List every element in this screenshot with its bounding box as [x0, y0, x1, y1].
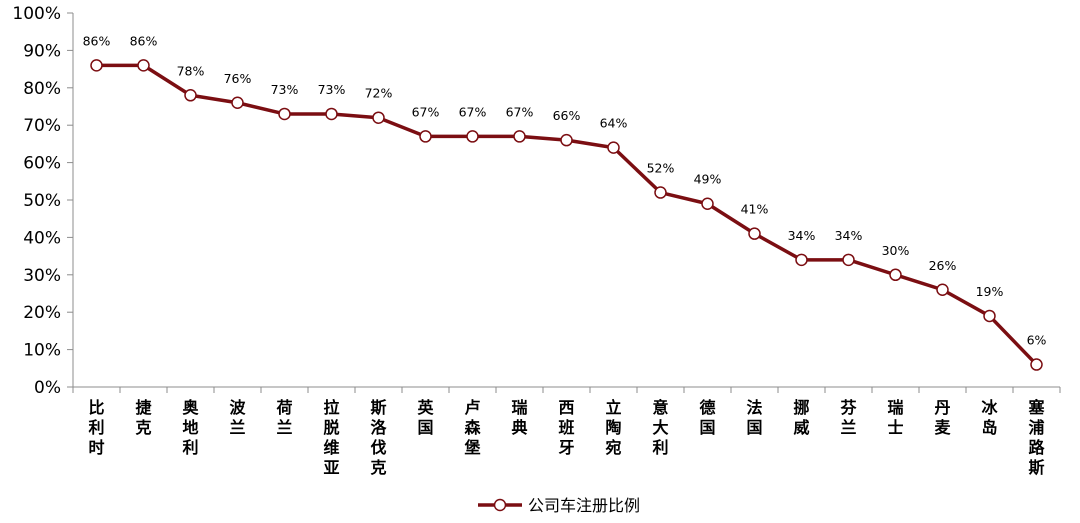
data-label: 73% — [318, 82, 346, 97]
y-axis: 0% 10% 20% 30% 40% 50% 60% 70% 80% 90% 100% — [12, 4, 74, 398]
data-point — [607, 141, 620, 154]
data-point — [560, 133, 573, 147]
data-point — [90, 59, 103, 72]
data-label: 64% — [600, 116, 628, 131]
x-category-label: 冰岛 — [981, 398, 998, 437]
x-category-label: 瑞典 — [511, 398, 527, 437]
data-point — [231, 96, 244, 110]
y-tick-label: 20% — [23, 303, 61, 323]
data-label: 67% — [459, 104, 487, 119]
y-tick-label: 60% — [23, 154, 61, 174]
data-label: 66% — [553, 108, 581, 123]
data-label: 86% — [130, 33, 158, 48]
x-category-label: 立陶宛 — [604, 398, 621, 457]
data-point — [466, 130, 479, 143]
data-label: 34% — [788, 228, 816, 243]
legend-marker — [493, 498, 507, 512]
data-label: 76% — [224, 71, 252, 86]
data-label: 41% — [741, 202, 769, 217]
data-label: 67% — [506, 104, 534, 119]
x-category-label: 奥地利 — [182, 398, 199, 457]
data-point — [278, 107, 291, 121]
y-tick-label: 70% — [23, 116, 61, 136]
data-point — [419, 130, 432, 143]
x-category-label: 丹麦 — [934, 398, 951, 437]
x-category-label: 拉脱维亚 — [323, 398, 339, 477]
series-layer: 86% 86% 78% 76% 73% 73% 72% 67% 67% 67% 66% 64% 52% 4… — [83, 33, 1047, 371]
data-point — [184, 89, 197, 102]
data-point — [137, 59, 150, 72]
x-category-label: 比利时 — [88, 398, 104, 457]
data-point — [1030, 358, 1043, 371]
data-label: 73% — [271, 82, 299, 97]
legend-label: 公司车注册比例 — [528, 496, 640, 515]
data-label: 78% — [177, 63, 205, 78]
x-category-label: 西班牙 — [558, 398, 574, 457]
x-category-label: 挪威 — [793, 398, 809, 437]
x-category-label: 捷克 — [135, 398, 152, 437]
data-label: 49% — [694, 172, 722, 187]
y-tick-label: 0% — [34, 378, 61, 398]
y-tick-label: 80% — [23, 79, 61, 99]
y-tick-label: 30% — [23, 266, 61, 286]
data-point — [513, 130, 526, 143]
x-category-label: 卢森堡 — [464, 398, 481, 457]
x-category-label: 法国 — [746, 398, 762, 437]
y-tick-label: 100% — [12, 4, 61, 24]
x-category-label: 荷兰 — [276, 398, 292, 437]
data-label: 52% — [647, 161, 675, 176]
data-label: 30% — [882, 243, 910, 258]
x-category-label: 意大利 — [652, 398, 668, 457]
data-label: 34% — [835, 228, 863, 243]
data-point — [372, 111, 385, 124]
data-point — [842, 253, 855, 267]
data-point — [889, 268, 902, 282]
x-category-label: 德国 — [699, 398, 715, 437]
data-point — [795, 253, 808, 267]
legend: 公司车注册比例 — [478, 496, 640, 515]
data-label: 19% — [976, 284, 1004, 299]
data-point — [325, 107, 338, 121]
data-label: 6% — [1027, 333, 1047, 348]
data-label: 86% — [83, 33, 111, 48]
data-label: 67% — [412, 104, 440, 119]
x-category-label: 斯洛伐克 — [370, 398, 387, 477]
y-tick-label: 50% — [23, 191, 61, 211]
x-category-label: 英国 — [416, 398, 434, 437]
data-label: 26% — [929, 258, 957, 273]
data-point — [936, 283, 949, 297]
data-point — [701, 197, 714, 210]
data-point — [654, 186, 667, 199]
y-tick-label: 90% — [23, 41, 61, 61]
data-point — [748, 227, 761, 240]
y-tick-label: 10% — [23, 341, 61, 361]
x-category-label: 芬兰 — [839, 398, 857, 437]
x-category-label: 瑞士 — [887, 398, 903, 437]
data-label: 72% — [365, 86, 393, 101]
y-tick-label: 40% — [23, 228, 61, 248]
x-category-label: 波兰 — [229, 398, 246, 437]
x-category-label: 塞浦路斯 — [1028, 398, 1045, 477]
data-point — [983, 309, 996, 323]
